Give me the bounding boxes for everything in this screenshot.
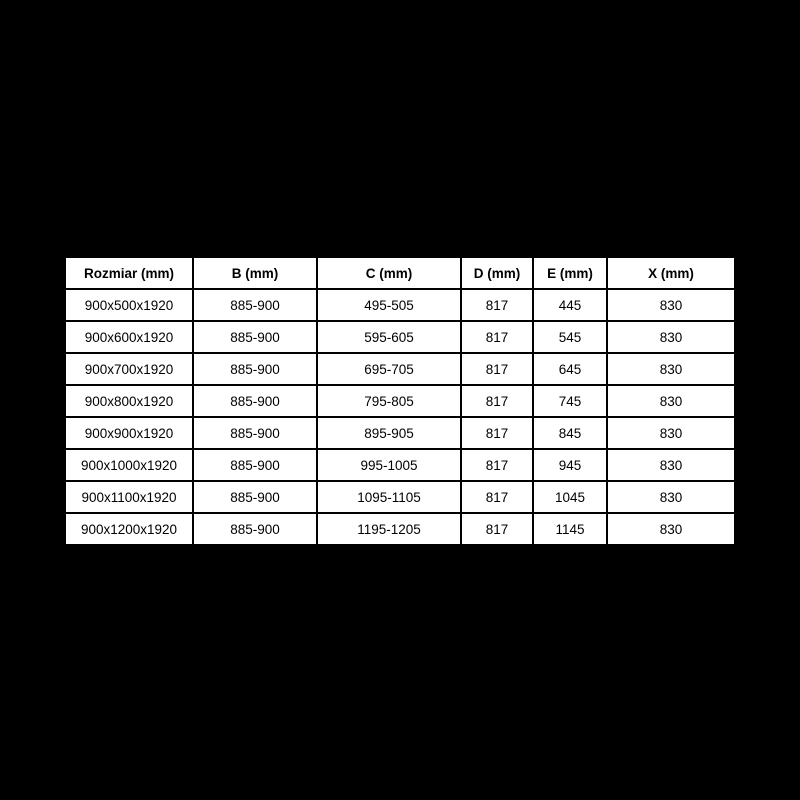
cell: 885-900: [192, 480, 318, 514]
cell: 817: [460, 480, 534, 514]
column-header: B (mm): [192, 256, 318, 290]
header-row: Rozmiar (mm) B (mm) C (mm) D (mm) E (mm) X (m…: [64, 256, 736, 290]
cell: 817: [460, 288, 534, 322]
cell: 645: [532, 352, 608, 386]
cell: 1145: [532, 512, 608, 546]
cell: 885-900: [192, 512, 318, 546]
cell: 817: [460, 352, 534, 386]
cell: 695-705: [316, 352, 462, 386]
cell: 945: [532, 448, 608, 482]
cell: 885-900: [192, 352, 318, 386]
cell: 830: [606, 416, 736, 450]
table-body: 900x500x1920 885-900 495-505 817 445 830 900x6…: [64, 288, 736, 546]
cell: 745: [532, 384, 608, 418]
cell: 900x600x1920: [64, 320, 194, 354]
size-spec-table-container: Rozmiar (mm) B (mm) C (mm) D (mm) E (mm) X (m…: [64, 256, 736, 546]
cell: 995-1005: [316, 448, 462, 482]
cell: 885-900: [192, 416, 318, 450]
column-header: X (mm): [606, 256, 736, 290]
cell: 1195-1205: [316, 512, 462, 546]
cell: 817: [460, 320, 534, 354]
table-row: 900x700x1920 885-900 695-705 817 645 830: [64, 352, 736, 386]
cell: 817: [460, 416, 534, 450]
cell: 830: [606, 512, 736, 546]
column-header: E (mm): [532, 256, 608, 290]
column-header: Rozmiar (mm): [64, 256, 194, 290]
cell: 895-905: [316, 416, 462, 450]
cell: 900x700x1920: [64, 352, 194, 386]
cell: 1095-1105: [316, 480, 462, 514]
cell: 817: [460, 448, 534, 482]
table-row: 900x600x1920 885-900 595-605 817 545 830: [64, 320, 736, 354]
cell: 900x500x1920: [64, 288, 194, 322]
cell: 845: [532, 416, 608, 450]
cell: 1045: [532, 480, 608, 514]
cell: 545: [532, 320, 608, 354]
cell: 795-805: [316, 384, 462, 418]
cell: 830: [606, 352, 736, 386]
cell: 900x800x1920: [64, 384, 194, 418]
table-row: 900x900x1920 885-900 895-905 817 845 830: [64, 416, 736, 450]
size-spec-table: Rozmiar (mm) B (mm) C (mm) D (mm) E (mm) X (m…: [64, 256, 736, 546]
cell: 900x900x1920: [64, 416, 194, 450]
table-row: 900x1100x1920 885-900 1095-1105 817 1045 830: [64, 480, 736, 514]
cell: 817: [460, 512, 534, 546]
table-row: 900x800x1920 885-900 795-805 817 745 830: [64, 384, 736, 418]
cell: 900x1000x1920: [64, 448, 194, 482]
cell: 830: [606, 448, 736, 482]
cell: 885-900: [192, 320, 318, 354]
cell: 900x1100x1920: [64, 480, 194, 514]
cell: 830: [606, 480, 736, 514]
cell: 445: [532, 288, 608, 322]
cell: 817: [460, 384, 534, 418]
cell: 830: [606, 384, 736, 418]
column-header: C (mm): [316, 256, 462, 290]
cell: 830: [606, 288, 736, 322]
cell: 885-900: [192, 448, 318, 482]
cell: 595-605: [316, 320, 462, 354]
table-row: 900x1200x1920 885-900 1195-1205 817 1145 830: [64, 512, 736, 546]
cell: 900x1200x1920: [64, 512, 194, 546]
column-header: D (mm): [460, 256, 534, 290]
cell: 885-900: [192, 384, 318, 418]
cell: 885-900: [192, 288, 318, 322]
cell: 830: [606, 320, 736, 354]
table-row: 900x500x1920 885-900 495-505 817 445 830: [64, 288, 736, 322]
cell: 495-505: [316, 288, 462, 322]
table-row: 900x1000x1920 885-900 995-1005 817 945 830: [64, 448, 736, 482]
